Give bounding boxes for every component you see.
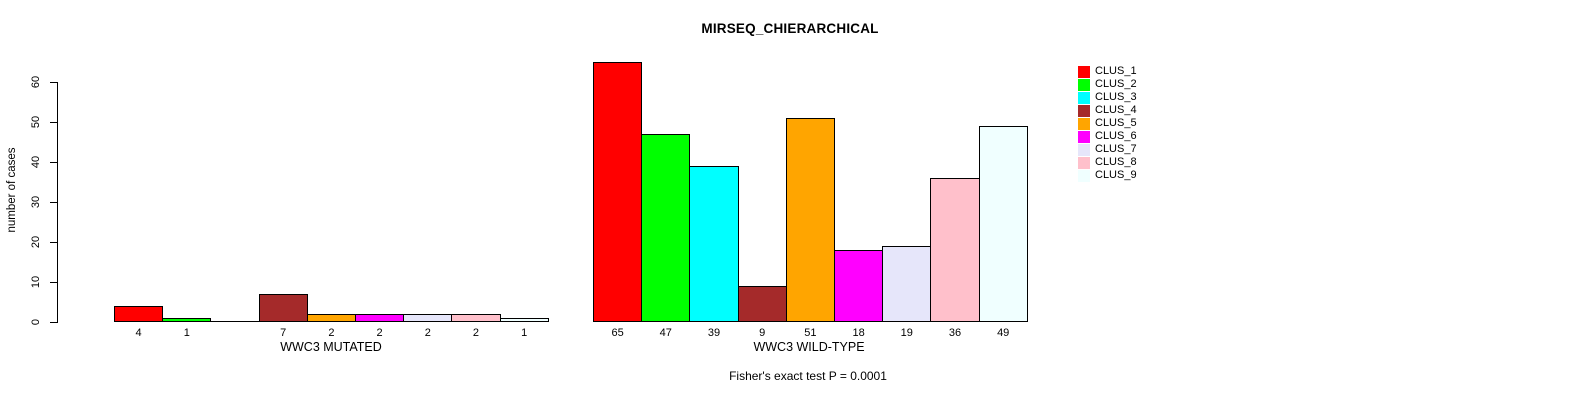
legend-item: CLUS_4 bbox=[1078, 104, 1137, 117]
legend-swatch bbox=[1078, 130, 1090, 143]
legend-item: CLUS_7 bbox=[1078, 143, 1137, 156]
bar-value-label: 7 bbox=[280, 327, 287, 339]
legend-label: CLUS_5 bbox=[1095, 117, 1137, 129]
bar-value-label: 4 bbox=[135, 327, 142, 339]
y-axis-tick bbox=[50, 82, 58, 83]
group-axis-label-wild-type: WWC3 WILD-TYPE bbox=[753, 340, 865, 354]
legend-swatch bbox=[1078, 143, 1090, 156]
bar-wildtype-clus8 bbox=[930, 178, 980, 322]
bar-value-label: 18 bbox=[852, 327, 865, 339]
bar-value-label: 19 bbox=[900, 327, 913, 339]
bar-value-label: 2 bbox=[424, 327, 431, 339]
bar-mutated-clus6 bbox=[355, 314, 405, 322]
legend-swatch bbox=[1078, 117, 1090, 130]
bar-wildtype-clus6 bbox=[834, 250, 884, 322]
y-axis-title: number of cases bbox=[6, 147, 18, 233]
bar-value-label: 1 bbox=[521, 327, 528, 339]
y-axis-tick-label: 30 bbox=[30, 195, 42, 209]
legend-label: CLUS_2 bbox=[1095, 78, 1137, 90]
bar-mutated-clus3-zero bbox=[210, 321, 260, 322]
bar-value-label: 9 bbox=[759, 327, 766, 339]
group-axis-label-mutated: WWC3 MUTATED bbox=[280, 340, 382, 354]
bar-mutated-clus8 bbox=[451, 314, 501, 322]
legend-label: CLUS_9 bbox=[1095, 169, 1137, 181]
legend-swatch bbox=[1078, 156, 1090, 169]
bar-value-label: 51 bbox=[804, 327, 817, 339]
bar-mutated-clus5 bbox=[306, 314, 356, 322]
y-axis-tick bbox=[50, 282, 58, 283]
legend-swatch bbox=[1078, 65, 1090, 78]
bar-mutated-clus7 bbox=[403, 314, 453, 322]
bar-mutated-clus2 bbox=[162, 318, 212, 322]
y-axis-tick-label: 60 bbox=[30, 75, 42, 89]
bar-mutated-clus9 bbox=[499, 318, 549, 322]
legend-swatch bbox=[1078, 78, 1090, 91]
bar-wildtype-clus9 bbox=[978, 126, 1028, 322]
legend-item: CLUS_5 bbox=[1078, 117, 1137, 130]
legend-swatch bbox=[1078, 91, 1090, 104]
fisher-test-footnote: Fisher's exact test P = 0.0001 bbox=[729, 369, 887, 383]
y-axis-tick-label: 10 bbox=[30, 275, 42, 289]
y-axis-tick bbox=[50, 162, 58, 163]
y-axis-tick bbox=[50, 202, 58, 203]
chart-title: MIRSEQ_CHIERARCHICAL bbox=[701, 21, 879, 36]
bar-wildtype-clus1 bbox=[593, 62, 643, 322]
legend-item: CLUS_6 bbox=[1078, 130, 1137, 143]
bar-value-label: 65 bbox=[611, 327, 624, 339]
bar-wildtype-clus2 bbox=[641, 134, 691, 322]
y-axis-tick bbox=[50, 242, 58, 243]
bar-wildtype-clus7 bbox=[882, 246, 932, 322]
y-axis-tick bbox=[50, 322, 58, 323]
y-axis-tick-label: 50 bbox=[30, 115, 42, 129]
legend-label: CLUS_3 bbox=[1095, 91, 1137, 103]
bar-value-label: 36 bbox=[948, 327, 962, 339]
bar-value-label: 2 bbox=[328, 327, 335, 339]
bar-mutated-clus4 bbox=[258, 294, 308, 322]
bar-value-label: 2 bbox=[472, 327, 480, 339]
legend-item: CLUS_8 bbox=[1078, 156, 1137, 169]
bar-value-label: 2 bbox=[376, 327, 383, 339]
legend: CLUS_1 CLUS_2 CLUS_3 CLUS_4 CLUS_5 CLUS_6 CLUS… bbox=[1078, 65, 1137, 182]
y-axis-tick-label: 20 bbox=[30, 235, 42, 249]
bar-value-label: 47 bbox=[659, 327, 672, 339]
bar-value-label: 39 bbox=[707, 327, 721, 339]
y-axis-tick bbox=[50, 122, 58, 123]
legend-item: CLUS_1 bbox=[1078, 65, 1137, 78]
legend-item: CLUS_9 bbox=[1078, 169, 1137, 182]
legend-label: CLUS_1 bbox=[1095, 65, 1137, 77]
legend-swatch bbox=[1078, 104, 1090, 117]
legend-item: CLUS_2 bbox=[1078, 78, 1137, 91]
legend-label: CLUS_8 bbox=[1095, 156, 1137, 168]
legend-item: CLUS_3 bbox=[1078, 91, 1137, 104]
legend-label: CLUS_4 bbox=[1095, 104, 1137, 116]
bar-wildtype-clus5 bbox=[785, 118, 835, 322]
bar-wildtype-clus4 bbox=[737, 286, 787, 322]
legend-swatch bbox=[1078, 169, 1090, 182]
y-axis-tick-label: 40 bbox=[30, 155, 42, 169]
legend-label: CLUS_7 bbox=[1095, 143, 1137, 155]
bar-value-label: 49 bbox=[997, 327, 1010, 339]
bar-mutated-clus1 bbox=[114, 306, 164, 322]
bar-wildtype-clus3 bbox=[689, 166, 739, 322]
y-axis-tick-label: 0 bbox=[30, 318, 42, 326]
legend-label: CLUS_6 bbox=[1095, 130, 1137, 142]
bar-value-label: 1 bbox=[183, 327, 190, 339]
